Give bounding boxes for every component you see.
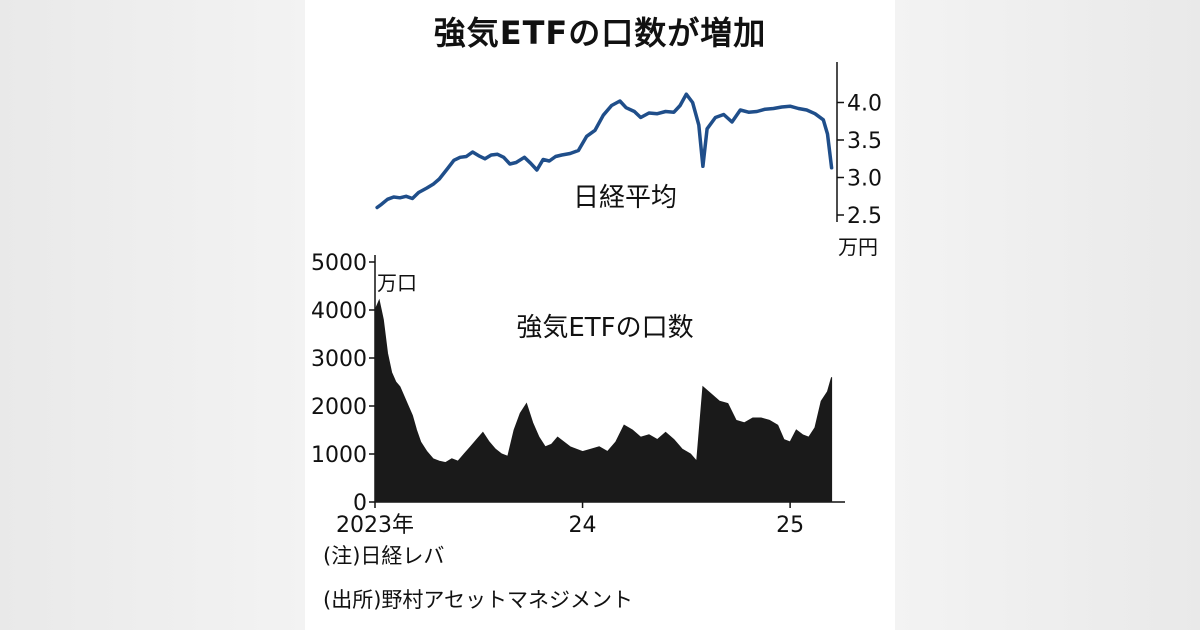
nikkei-y-tick-label: 4.0 (847, 92, 882, 117)
etf-x-tick-label: 25 (776, 513, 804, 538)
background-right (895, 0, 1200, 630)
nikkei-unit-label: 万円 (838, 235, 878, 259)
etf-y-tick-label: 3000 (311, 347, 367, 372)
background-left (0, 0, 305, 630)
etf-y-tick-label: 4000 (311, 299, 367, 324)
etf-x-tick-label: 2023年 (336, 513, 414, 538)
etf-y-tick-label: 2000 (311, 395, 367, 420)
nikkei-y-tick-label: 2.5 (847, 204, 882, 229)
chart-panel: 強気ETFの口数が増加 日経平均 万円 2.5 3.0 3.5 4.0 0 1000 20… (305, 0, 895, 630)
etf-area (374, 298, 833, 503)
nikkei-y-tick-label: 3.5 (847, 129, 882, 154)
etf-y-tick-label: 0 (353, 491, 367, 516)
footnote: (注)日経レバ (323, 544, 445, 568)
nikkei-y-tick-label: 3.0 (847, 167, 882, 192)
chart-svg: 日経平均 万円 2.5 3.0 3.5 4.0 0 1000 2000 3000 4000 50… (311, 62, 882, 538)
etf-unit-label: 万口 (377, 271, 417, 295)
source-note: (出所)野村アセットマネジメント (323, 588, 633, 612)
etf-y-tick-label: 5000 (311, 251, 367, 276)
etf-x-tick-label: 24 (569, 513, 597, 538)
etf-area-chart: 0 1000 2000 3000 4000 5000 2023年 24 25 強気ETFの口数 万口 (311, 251, 845, 538)
chart-title: 強気ETFの口数が増加 (433, 14, 767, 52)
etf-y-tick-label: 1000 (311, 443, 367, 468)
nikkei-series-label: 日経平均 (573, 183, 677, 213)
etf-series-label: 強気ETFの口数 (516, 313, 693, 343)
nikkei-line-chart: 日経平均 万円 2.5 3.0 3.5 4.0 (375, 62, 882, 259)
nikkei-line (375, 92, 834, 210)
